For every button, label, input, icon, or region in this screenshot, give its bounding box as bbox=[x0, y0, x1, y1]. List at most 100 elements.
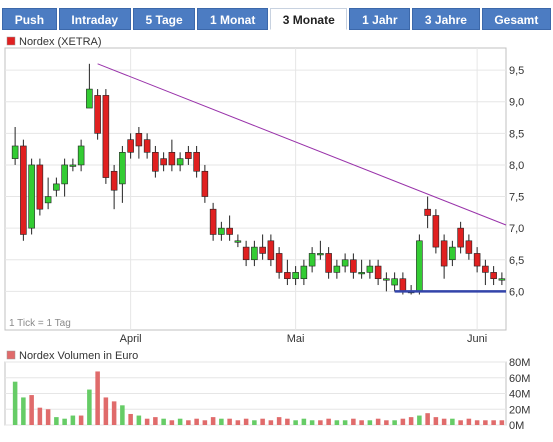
candle-body bbox=[61, 164, 68, 185]
candle-body bbox=[185, 151, 192, 159]
candle-body bbox=[69, 164, 77, 167]
candle-body bbox=[440, 240, 448, 267]
volume-bar bbox=[95, 371, 100, 425]
candle-body bbox=[424, 208, 431, 216]
volume-bar bbox=[400, 418, 406, 425]
tab-intraday[interactable]: Intraday bbox=[58, 8, 131, 30]
volume-bar bbox=[21, 397, 26, 425]
candle-body bbox=[127, 139, 134, 153]
candle-body bbox=[308, 253, 316, 267]
candle-body bbox=[234, 240, 242, 243]
candle-body bbox=[218, 227, 225, 235]
candle-body bbox=[94, 95, 101, 134]
candle-body bbox=[399, 278, 407, 292]
candle-body bbox=[209, 208, 217, 235]
candle-body bbox=[152, 151, 159, 172]
tab-push[interactable]: Push bbox=[2, 8, 57, 30]
tab-1-jahr[interactable]: 1 Jahr bbox=[349, 8, 411, 30]
volume-bar bbox=[111, 401, 117, 425]
candle-body bbox=[317, 253, 324, 256]
volume-bar bbox=[120, 405, 125, 425]
candle-body bbox=[416, 240, 423, 292]
volume-bar bbox=[334, 420, 340, 425]
candle-body bbox=[482, 265, 489, 273]
candle-body bbox=[176, 158, 184, 166]
month-tick-label-2: Juni bbox=[467, 333, 487, 345]
volume-bar bbox=[466, 418, 472, 425]
candle-body bbox=[350, 259, 357, 273]
candle-body bbox=[168, 151, 176, 166]
tab-5-tage[interactable]: 5 Tage bbox=[132, 8, 196, 30]
candle-body bbox=[325, 253, 332, 273]
candle-body bbox=[193, 151, 200, 172]
volume-bar bbox=[359, 420, 364, 425]
candle-body bbox=[135, 133, 143, 147]
candle-body bbox=[366, 265, 374, 273]
volume-bar bbox=[144, 418, 150, 425]
volume-legend-label: Nordex Volumen in Euro bbox=[19, 350, 138, 362]
candle-body bbox=[86, 88, 93, 109]
candle-body bbox=[449, 246, 456, 261]
candle-body bbox=[383, 278, 390, 281]
candle-body bbox=[341, 259, 349, 267]
candle-body bbox=[473, 253, 481, 267]
volume-bar bbox=[235, 420, 241, 425]
price-tick-label: 6,0 bbox=[509, 286, 524, 298]
volume-bar bbox=[326, 418, 331, 425]
volume-bar bbox=[293, 420, 298, 425]
candle-body bbox=[374, 265, 382, 280]
tab-gesamt[interactable]: Gesamt bbox=[481, 8, 552, 30]
trendline bbox=[97, 63, 507, 226]
price-tick-label: 8,0 bbox=[509, 160, 524, 172]
volume-bar bbox=[128, 413, 133, 425]
price-legend-swatch bbox=[6, 36, 16, 46]
candle-body bbox=[36, 164, 44, 210]
candle-body bbox=[28, 164, 35, 229]
candle-body bbox=[465, 240, 473, 254]
volume-bar bbox=[268, 420, 274, 425]
candle-body bbox=[119, 151, 126, 185]
tick-footnote: 1 Tick = 1 Tag bbox=[9, 318, 71, 329]
volume-bar bbox=[210, 417, 216, 425]
volume-bar bbox=[450, 418, 455, 425]
candle-body bbox=[242, 246, 250, 261]
candle-body bbox=[259, 246, 266, 254]
candle-body bbox=[267, 240, 275, 261]
volume-bar bbox=[29, 395, 34, 425]
volume-bar bbox=[186, 420, 191, 425]
tab-3-jahre[interactable]: 3 Jahre bbox=[412, 8, 480, 30]
volume-bar bbox=[433, 417, 439, 425]
volume-bar bbox=[499, 420, 505, 425]
price-legend-label: Nordex (XETRA) bbox=[19, 36, 102, 48]
volume-bar bbox=[153, 417, 158, 425]
volume-bar bbox=[78, 415, 84, 425]
volume-bar bbox=[219, 418, 224, 425]
volume-bar bbox=[384, 420, 389, 425]
volume-tick-label: 20M bbox=[509, 404, 530, 416]
price-tick-label: 9,0 bbox=[509, 97, 524, 109]
candle-body bbox=[275, 253, 283, 273]
price-plot-frame bbox=[4, 47, 507, 331]
volume-bar bbox=[301, 418, 307, 425]
tab-1-monat[interactable]: 1 Monat bbox=[197, 8, 269, 30]
volume-bar bbox=[367, 420, 373, 425]
volume-bar bbox=[483, 420, 488, 425]
tab-3-monate[interactable]: 3 Monate bbox=[270, 8, 348, 30]
volume-bar bbox=[70, 415, 76, 425]
volume-bar bbox=[417, 415, 422, 425]
price-tick-label: 7,5 bbox=[509, 192, 524, 204]
volume-tick-label: 60M bbox=[509, 373, 530, 385]
volume-bar bbox=[491, 420, 496, 425]
volume-bar bbox=[285, 418, 290, 425]
candle-body bbox=[457, 227, 464, 248]
candle-body bbox=[110, 170, 118, 191]
volume-bar bbox=[318, 420, 323, 425]
volume-bar bbox=[243, 418, 249, 425]
candle-body bbox=[292, 272, 299, 280]
candle-body bbox=[498, 278, 506, 281]
candle-body bbox=[300, 265, 308, 280]
volume-bar bbox=[202, 420, 208, 425]
volume-bar bbox=[276, 417, 282, 425]
volume-bar bbox=[425, 413, 430, 425]
